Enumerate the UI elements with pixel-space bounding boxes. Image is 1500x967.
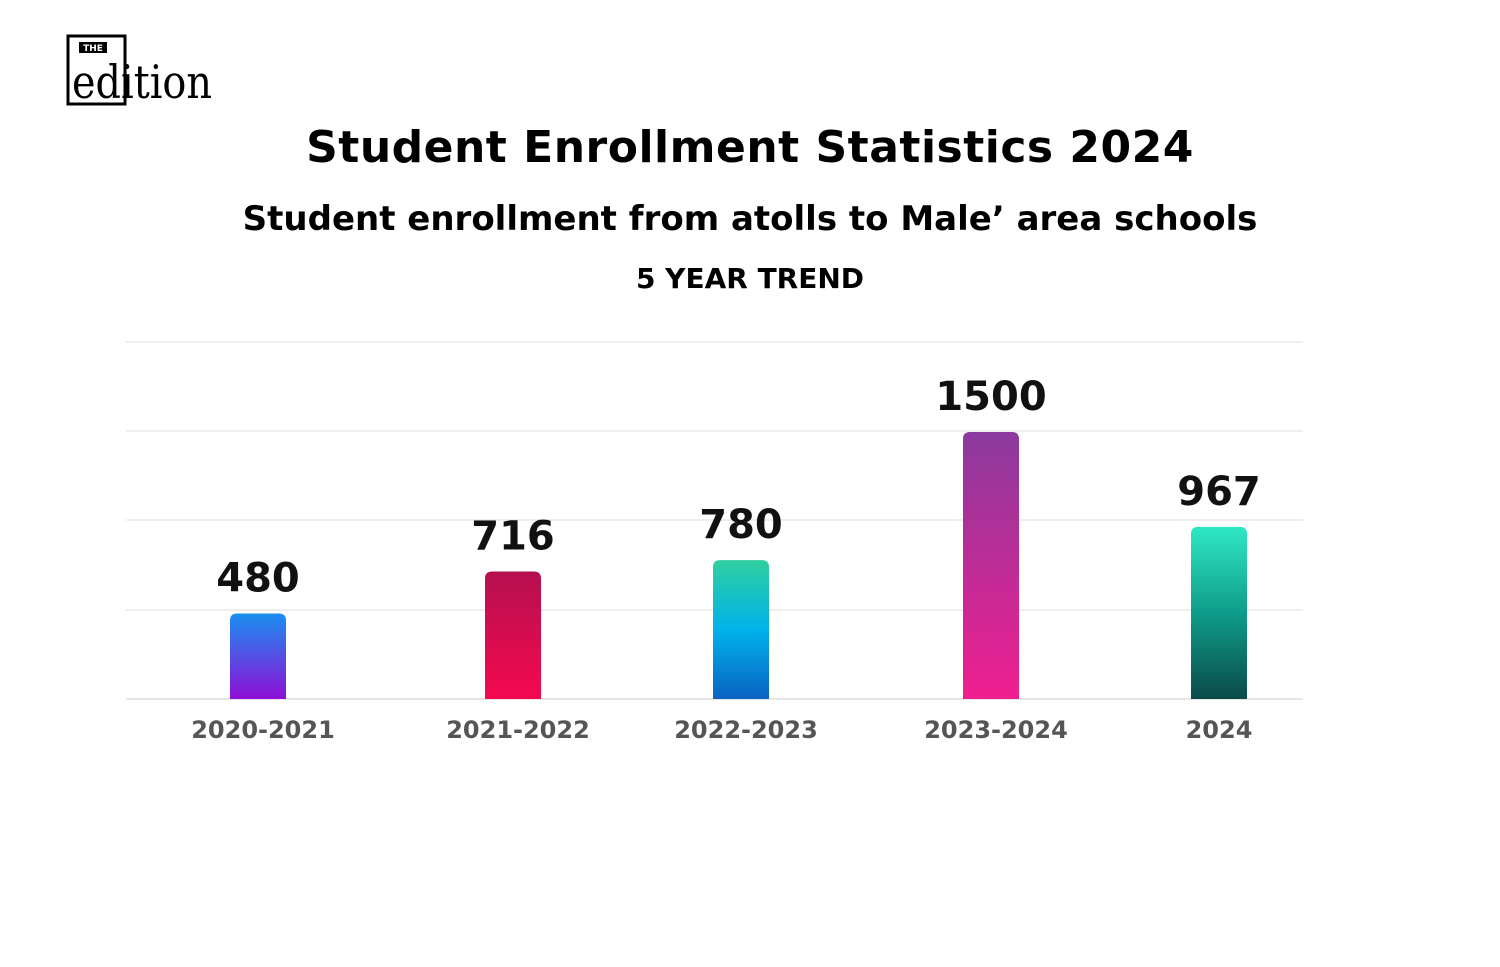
category-label: 2022-2023 (674, 716, 818, 744)
bar-2024 (1191, 526, 1247, 699)
logo-main-text: edition (72, 55, 212, 106)
bar-2021-2022 (485, 571, 541, 699)
value-label: 1500 (935, 374, 1046, 420)
bars (230, 432, 1247, 699)
category-label: 2024 (1186, 716, 1253, 744)
value-label: 780 (699, 502, 783, 548)
value-label: 480 (216, 556, 300, 602)
value-label: 967 (1177, 469, 1261, 515)
category-label: 2020-2021 (191, 716, 335, 744)
bar-2023-2024 (963, 432, 1019, 699)
category-label: 2023-2024 (924, 716, 1068, 744)
value-labels: 480 716 780 1500 967 (216, 374, 1261, 602)
bar-2020-2021 (230, 613, 286, 699)
the-edition-logo: THE edition (66, 34, 216, 106)
logo-graphic: THE edition (66, 34, 212, 106)
logo-small-text: THE (83, 44, 103, 54)
category-label: 2021-2022 (446, 716, 590, 744)
chart-subtitle: Student enrollment from atolls to Male’ … (242, 199, 1258, 239)
trend-label: 5 YEAR TREND (635, 262, 865, 295)
bar-2022-2023 (713, 560, 769, 699)
chart-title: Student Enrollment Statistics 2024 (306, 122, 1194, 173)
value-label: 716 (471, 514, 555, 560)
category-labels: 2020-2021 2021-2022 2022-2023 2023-2024 2024 (191, 716, 1252, 744)
